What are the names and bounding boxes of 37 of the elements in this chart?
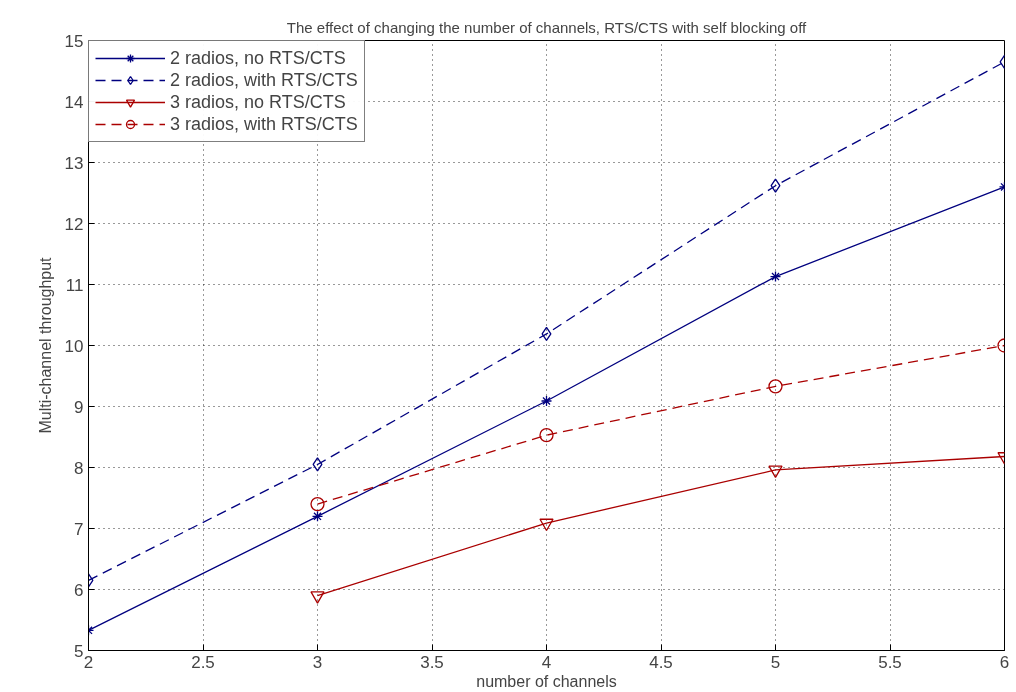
x-tick-label: 6 [999, 652, 1010, 672]
y-axis-title: Multi-channel throughput [36, 256, 54, 434]
point [768, 379, 783, 394]
point [769, 270, 782, 283]
x-tick-label: 3 [312, 652, 323, 672]
x-tick-label: 3.5 [420, 652, 444, 672]
y-tick-label: 14 [64, 92, 84, 112]
chart-title: The effect of changing the number of channels, RTS/CTS with self blocking off [286, 18, 808, 36]
point [768, 465, 783, 479]
y-tick-label: 8 [74, 458, 84, 478]
point [539, 428, 554, 443]
x-tick-label: 5 [770, 652, 781, 672]
x-tick-label: 4 [541, 652, 552, 672]
x-tick-label: 4.5 [649, 652, 673, 672]
point [310, 591, 325, 604]
y-tick-label: 6 [74, 580, 84, 600]
x-tick-label: 5.5 [878, 652, 902, 672]
y-tick-label: 11 [65, 275, 84, 295]
point [311, 510, 324, 522]
x-tick-label: 2.5 [191, 652, 215, 672]
legend-label: 2 radios, no RTS/CTS [170, 47, 346, 69]
x-axis-title: number of channels [476, 672, 617, 690]
point [540, 395, 553, 407]
y-tick-label: 10 [64, 336, 84, 356]
legend-label: 3 radios, no RTS/CTS [170, 91, 346, 113]
y-tick-label: 12 [64, 214, 84, 234]
x-tick-label: 2 [83, 652, 94, 672]
y-tick-label: 7 [74, 519, 84, 539]
point [539, 518, 554, 532]
y-tick-label: 9 [74, 397, 84, 417]
y-tick-label: 15 [64, 31, 84, 51]
legend-label: 2 radios, with RTS/CTS [170, 69, 358, 91]
point [770, 178, 781, 193]
point [312, 457, 323, 472]
point [310, 496, 325, 512]
y-tick-label: 13 [64, 153, 84, 173]
legend-label: 3 radios, with RTS/CTS [170, 113, 358, 135]
